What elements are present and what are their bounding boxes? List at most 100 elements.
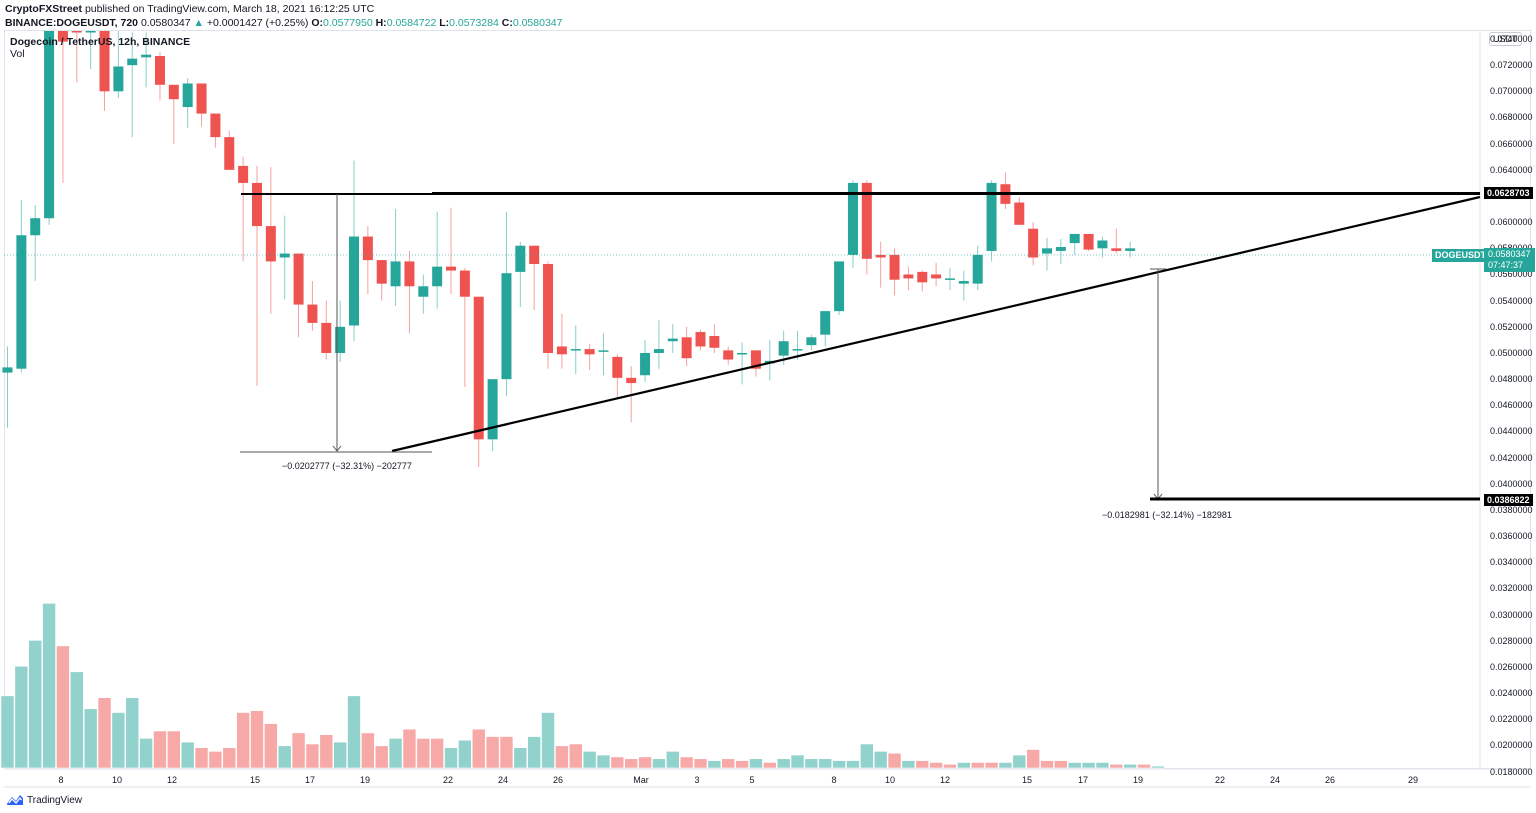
volume-bar [1137, 763, 1151, 769]
symbol-interval: BINANCE:DOGEUSDT, 720 [5, 17, 139, 29]
volume-bar [915, 760, 930, 769]
volume-bar [582, 751, 597, 769]
volume-bar [1026, 749, 1040, 769]
low-value: 0.0573284 [449, 17, 499, 29]
volume-bar [208, 751, 223, 769]
candle [459, 270, 470, 297]
volume-bar [735, 760, 749, 769]
candle [834, 261, 845, 312]
volume-bar [693, 758, 708, 769]
tradingview-logo[interactable]: TradingView [6, 794, 82, 806]
volume-bar [721, 758, 736, 769]
volume-bar [555, 745, 569, 769]
candle [16, 235, 27, 369]
candle [501, 273, 512, 380]
candle [57, 31, 68, 42]
candle [293, 253, 304, 305]
volume-bar [333, 741, 347, 769]
time-tick-label: 19 [1132, 775, 1144, 785]
candle [695, 332, 706, 347]
high-value: 0.0584722 [386, 17, 437, 29]
volume-bar [14, 665, 29, 769]
resistance-price-tag: 0.0628703 [1484, 187, 1533, 199]
price-tick-label: 0.0280000 [1490, 635, 1533, 646]
candle [307, 304, 318, 323]
volume-bar [665, 751, 680, 769]
ascending-trendline[interactable] [391, 195, 1481, 453]
candle [210, 113, 221, 138]
candle [847, 182, 858, 255]
volume-bar [97, 697, 112, 769]
candle [653, 349, 664, 353]
price-tick-label: 0.0640000 [1490, 164, 1533, 175]
target-price-tag: 0.0386822 [1484, 494, 1533, 506]
symbol-ohlc-line: BINANCE:DOGEUSDT, 720 0.0580347 ▲ +0.000… [5, 17, 562, 29]
price-tick-label: 0.0480000 [1490, 374, 1533, 385]
volume-bar [264, 723, 278, 769]
last-price: 0.0580347 [140, 17, 191, 29]
volume-bar [70, 671, 84, 769]
price-tick-label: 0.0220000 [1490, 714, 1533, 725]
volume-bar [998, 762, 1013, 769]
time-tick-label: 17 [304, 775, 316, 785]
volume-bar [970, 762, 985, 769]
volume-bar [167, 730, 181, 769]
candle [958, 281, 969, 284]
time-tick-label: 19 [359, 775, 371, 785]
volume-bar [319, 734, 334, 769]
currency-label[interactable]: USDT [1489, 32, 1522, 46]
open-label: O: [311, 17, 324, 29]
candle [792, 349, 803, 351]
volume-bar [125, 697, 140, 769]
candle [99, 31, 110, 92]
volume-bar [638, 756, 652, 769]
arrow-down-icon [332, 445, 342, 452]
low-label: L: [439, 17, 450, 29]
legend-volume[interactable]: Vol [10, 48, 25, 60]
volume-bar [180, 741, 195, 769]
time-tick-label: 26 [552, 775, 564, 785]
volume-bar [83, 708, 98, 769]
time-tick-label: 12 [939, 775, 951, 785]
time-tick-label: 26 [1324, 775, 1336, 785]
candle [889, 254, 900, 280]
price-tick-label: 0.0440000 [1490, 426, 1533, 437]
candle [1069, 233, 1080, 244]
volume-bar [818, 758, 833, 769]
publisher-name[interactable]: CryptoFXStreet [5, 3, 83, 15]
time-tick-label: 15 [249, 775, 261, 785]
candle [640, 352, 651, 376]
candle [44, 31, 55, 219]
price-tick-label: 0.0200000 [1490, 740, 1533, 751]
volume-bar [596, 754, 611, 769]
candle [543, 264, 554, 353]
candle [404, 261, 415, 287]
candle [376, 260, 387, 284]
candle [903, 274, 914, 279]
candle [556, 346, 567, 355]
volume-bar [347, 695, 361, 769]
price-tick-label: 0.0380000 [1490, 504, 1533, 515]
candle [85, 31, 96, 33]
volume-bar [28, 640, 43, 769]
volume-bar [790, 754, 805, 769]
candle [612, 356, 623, 378]
legend-title[interactable]: Dogecoin / TetherUS, 12h, BINANCE [10, 36, 191, 48]
candle [709, 335, 720, 348]
price-tick-label: 0.0260000 [1490, 661, 1533, 672]
time-tick-label: Mar [633, 775, 649, 785]
candle [626, 377, 637, 384]
candle [1097, 240, 1108, 249]
candle [432, 266, 443, 287]
measure-left-text: −0.0202777 (−32.31%) −202777 [282, 461, 412, 471]
volume-bar [305, 743, 320, 769]
price-tick-label: 0.0720000 [1490, 60, 1533, 71]
candle [30, 218, 41, 236]
volume-bar [513, 747, 528, 769]
candle [750, 350, 761, 369]
volume-bar [1151, 765, 1165, 769]
volume-bar [957, 762, 971, 769]
time-tick-label: 3 [694, 775, 700, 785]
candle [820, 311, 831, 335]
